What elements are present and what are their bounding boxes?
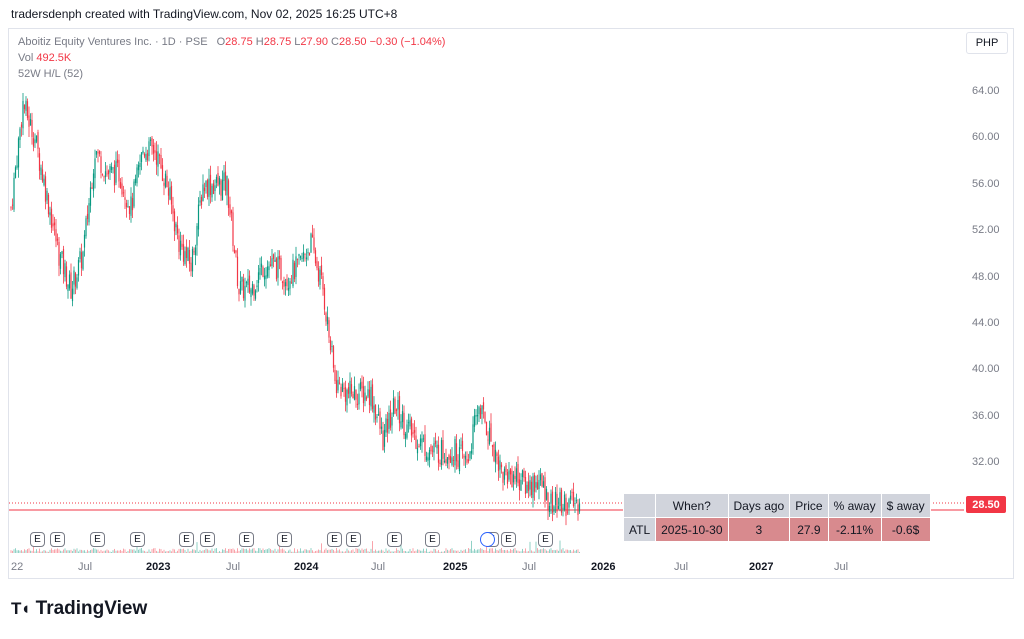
atl-table: When? Days ago Price % away $ away ATL 2… xyxy=(622,493,931,542)
time-axis-label: Jul xyxy=(371,561,386,573)
price-axis-label: 32.00 xyxy=(972,456,1000,468)
attribution-text: tradersdenph created with TradingView.co… xyxy=(11,7,398,21)
change-value: −0.30 (−1.04%) xyxy=(369,36,446,48)
earnings-marker-icon[interactable]: E xyxy=(130,532,145,547)
last-price-tag: 28.50 xyxy=(966,496,1006,513)
earnings-marker-icon[interactable]: E xyxy=(346,532,361,547)
earnings-marker-icon[interactable]: E xyxy=(327,532,342,547)
atl-header-pct: % away xyxy=(827,493,882,518)
price-axis-label: 48.00 xyxy=(972,270,1000,283)
price-axis-label: 44.00 xyxy=(972,316,1000,329)
time-axis-label: Jul xyxy=(834,561,849,573)
time-axis-label: 2023 xyxy=(146,561,171,573)
atl-header-price: Price xyxy=(789,493,829,518)
chart-frame xyxy=(8,28,1014,579)
symbol-title[interactable]: Aboitiz Equity Ventures Inc. · 1D · PSE xyxy=(18,36,208,48)
earnings-marker-icon[interactable]: E xyxy=(387,532,402,547)
earnings-marker-icon[interactable]: E xyxy=(30,532,45,547)
volume-legend: Vol 492.5K xyxy=(18,52,71,64)
earnings-marker-icon[interactable]: E xyxy=(179,532,194,547)
earnings-marker-icon[interactable]: E xyxy=(50,532,65,547)
time-axis-label: 2024 xyxy=(294,561,319,573)
ohlc-legend: Aboitiz Equity Ventures Inc. · 1D · PSE … xyxy=(18,36,445,48)
atl-when: 2025-10-30 xyxy=(655,517,729,542)
time-axis-label: Jul xyxy=(226,561,241,573)
time-axis-label: Jul xyxy=(522,561,537,573)
currency-button[interactable]: PHP xyxy=(966,32,1008,54)
time-axis-label: 2027 xyxy=(749,561,774,573)
low-label: L xyxy=(294,36,301,48)
close-value: 28.50 xyxy=(338,36,367,48)
earnings-marker-icon[interactable]: E xyxy=(239,532,254,547)
earnings-marker-icon[interactable]: E xyxy=(425,532,440,547)
high-value: 28.75 xyxy=(263,36,292,48)
time-axis-label: 2026 xyxy=(591,561,616,573)
earnings-marker-icon[interactable]: E xyxy=(538,532,553,547)
open-value: 28.75 xyxy=(225,36,253,48)
price-axis-label: 60.00 xyxy=(972,131,1000,144)
earnings-marker-icon[interactable]: E xyxy=(200,532,215,547)
atl-table-corner xyxy=(622,493,657,518)
time-axis-label: Jul xyxy=(674,561,689,573)
price-axis-label: 36.00 xyxy=(972,409,1000,422)
atl-row-label: ATL xyxy=(622,517,657,542)
time-axis-label: Jul xyxy=(78,561,93,573)
atl-pct: -2.11% xyxy=(827,517,882,542)
tradingview-logo-icon: T◖ xyxy=(11,599,31,618)
atl-header-dollar: $ away xyxy=(880,493,931,518)
dividend-marker-icon[interactable] xyxy=(480,532,495,547)
tradingview-logo[interactable]: T◖ TradingView xyxy=(11,598,147,620)
atl-header-when: When? xyxy=(655,493,729,518)
earnings-marker-icon[interactable]: E xyxy=(90,532,105,547)
indicator-legend[interactable]: 52W H/L (52) xyxy=(18,68,84,80)
open-label: O xyxy=(216,36,226,48)
atl-header-days: Days ago xyxy=(727,493,791,518)
tradingview-logo-text: TradingView xyxy=(35,598,148,619)
price-axis-label: 40.00 xyxy=(972,363,1000,376)
earnings-marker-icon[interactable]: E xyxy=(501,532,516,547)
earnings-marker-icon[interactable]: E xyxy=(277,532,292,547)
low-value: 27.90 xyxy=(300,36,328,48)
atl-dollar: -0.6$ xyxy=(880,517,931,542)
high-label: H xyxy=(255,36,264,48)
atl-days: 3 xyxy=(727,517,791,542)
time-axis-label: 22 xyxy=(11,561,24,573)
close-label: C xyxy=(331,36,339,48)
atl-price: 27.9 xyxy=(789,517,829,542)
volume-label[interactable]: Vol xyxy=(18,52,34,64)
price-axis-label: 56.00 xyxy=(972,177,1000,190)
price-axis-label: 52.00 xyxy=(972,224,1000,237)
volume-value: 492.5K xyxy=(36,52,72,64)
price-axis-label: 64.00 xyxy=(972,85,1000,97)
time-axis-label: 2025 xyxy=(443,561,468,573)
